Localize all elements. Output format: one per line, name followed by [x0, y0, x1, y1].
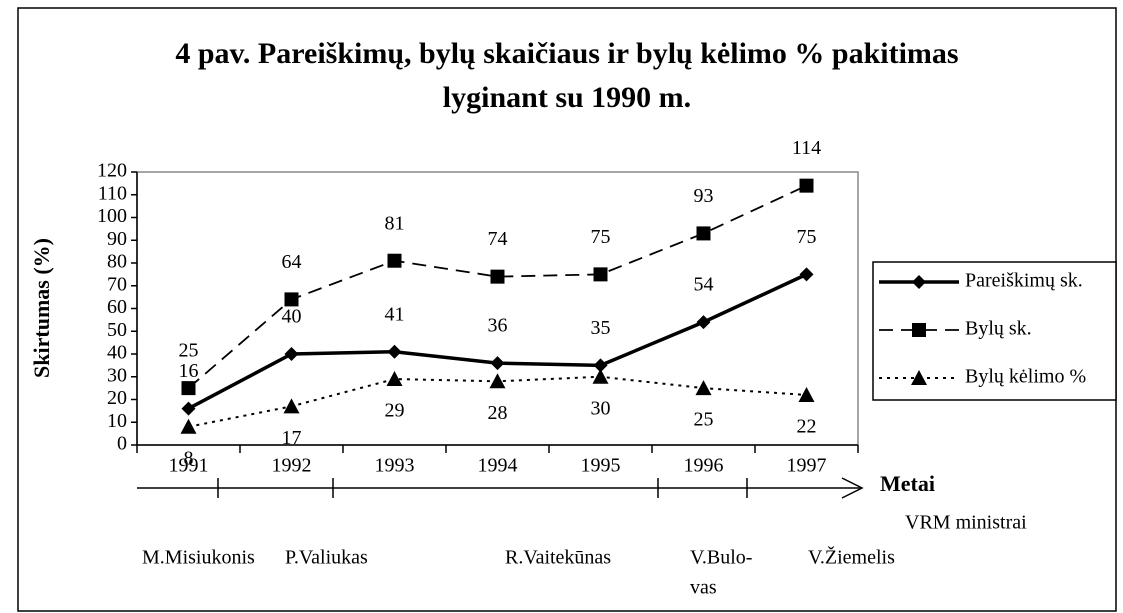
marker [387, 253, 402, 268]
data-label: 30 [591, 397, 611, 419]
y-axis-title: Skirtumas (%) [29, 238, 54, 378]
marker [799, 178, 814, 193]
x-tick-label: 1996 [684, 455, 724, 477]
data-label: 29 [385, 400, 405, 422]
y-tick-label: 0 [117, 433, 127, 455]
marker [490, 356, 505, 371]
timeline-arrow [841, 477, 864, 499]
minister-label: R.Vaitekūnas [505, 547, 611, 569]
y-tick-label: 20 [107, 387, 127, 409]
data-label: 75 [591, 226, 611, 248]
x-tick-label: 1992 [272, 455, 312, 477]
marker [490, 269, 505, 284]
data-label: 81 [385, 212, 405, 234]
marker [695, 380, 712, 396]
marker [284, 292, 299, 307]
x-tick-label: 1997 [787, 455, 827, 477]
chart-title: lyginant su 1990 m. [443, 81, 691, 114]
data-label: 28 [488, 402, 508, 424]
marker [798, 386, 815, 402]
y-tick-label: 50 [107, 319, 127, 341]
data-label: 25 [179, 340, 199, 362]
marker [284, 347, 299, 361]
y-tick-label: 40 [107, 342, 127, 364]
y-tick-label: 100 [97, 205, 127, 227]
y-tick-label: 70 [107, 273, 127, 295]
marker [387, 344, 402, 359]
marker [799, 267, 814, 282]
marker [489, 373, 506, 389]
x-tick-label: 1993 [375, 455, 415, 477]
marker [283, 398, 300, 414]
marker [592, 368, 609, 384]
marker [180, 418, 197, 434]
y-tick-label: 60 [107, 296, 127, 318]
marker [181, 401, 196, 416]
data-label: 22 [797, 416, 817, 438]
data-label: 54 [694, 274, 714, 296]
marker [912, 323, 926, 337]
minister-label: M.Misiukonis [142, 547, 255, 569]
timeline-label: VRM ministrai [905, 512, 1027, 534]
minister-label: P.Valiukas [285, 547, 368, 569]
x-axis-title: Metai [880, 471, 935, 496]
data-label: 35 [591, 317, 611, 339]
data-label: 93 [694, 185, 714, 207]
marker [593, 358, 608, 373]
minister-label: vas [690, 577, 717, 599]
y-tick-label: 10 [107, 410, 127, 432]
legend-label: Bylų sk. [965, 318, 1032, 340]
data-label: 75 [797, 226, 817, 248]
data-label: 8 [184, 447, 194, 469]
marker [181, 381, 196, 396]
chart-title: 4 pav. Pareiškimų, bylų skaičiaus ir byl… [175, 37, 958, 70]
data-label: 74 [488, 228, 508, 250]
minister-label: V.Bulo- [690, 547, 752, 569]
marker [593, 267, 608, 282]
data-label: 40 [282, 306, 302, 328]
x-tick-label: 1991 [169, 455, 209, 477]
marker [912, 275, 926, 289]
data-label: 114 [792, 137, 821, 159]
data-label: 64 [282, 251, 302, 273]
legend-label: Pareiškimų sk. [965, 270, 1083, 292]
y-tick-label: 120 [97, 160, 127, 182]
marker [386, 371, 403, 387]
marker [696, 315, 711, 330]
y-tick-label: 90 [107, 228, 127, 250]
y-tick-label: 110 [98, 182, 127, 204]
legend-label: Bylų kėlimo % [965, 366, 1086, 388]
minister-label: V.Žiemelis [808, 546, 895, 569]
data-label: 17 [282, 427, 302, 449]
x-tick-label: 1995 [581, 455, 621, 477]
y-tick-label: 30 [107, 364, 127, 386]
data-label: 41 [385, 303, 405, 325]
x-tick-label: 1994 [478, 455, 518, 477]
marker [696, 226, 711, 241]
data-label: 25 [694, 409, 714, 431]
data-label: 16 [179, 360, 199, 382]
data-label: 36 [488, 315, 508, 337]
y-tick-label: 80 [107, 251, 127, 273]
marker [911, 370, 927, 385]
